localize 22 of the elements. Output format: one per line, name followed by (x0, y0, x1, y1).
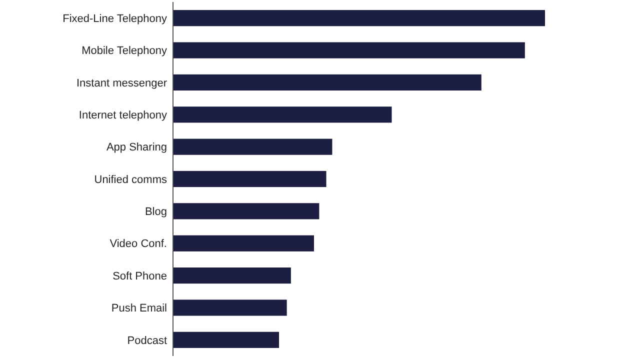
y-tick-label: Podcast (127, 334, 167, 347)
y-tick-label: Soft Phone (112, 270, 167, 282)
bar (173, 170, 326, 188)
y-tick-label: Mobile Telephony (82, 45, 168, 58)
bar (173, 10, 545, 26)
y-tick-label: Push Email (111, 302, 167, 315)
y-tick-label: Unified comms (94, 174, 168, 186)
bar (173, 235, 314, 252)
bar (173, 42, 525, 58)
y-tick-label: Video Conf. (110, 238, 167, 250)
bar (173, 106, 392, 123)
y-tick-label: App Sharing (106, 142, 167, 154)
y-tick-label: Blog (144, 206, 167, 218)
y-tick-label: Fixed-Line Telephony (62, 12, 168, 25)
bar (173, 300, 287, 316)
bar (173, 203, 320, 220)
bar (173, 138, 332, 155)
y-tick-label: Instant messenger (76, 77, 168, 90)
bar (173, 74, 482, 90)
bar (173, 268, 291, 284)
bar (173, 332, 280, 348)
y-tick-label: Internet telephony (78, 109, 168, 122)
